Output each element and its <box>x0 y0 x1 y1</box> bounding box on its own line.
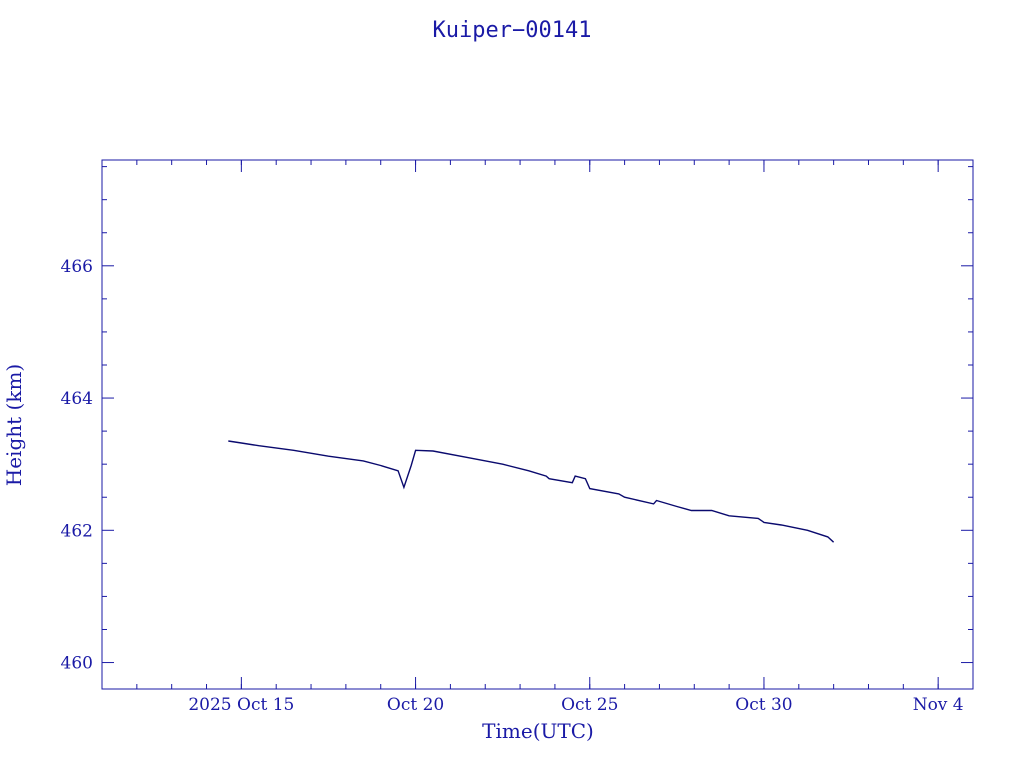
x-axis-tick-labels: 2025 Oct 15 Oct 20 Oct 25 Oct 30 Nov 4 <box>188 695 963 715</box>
y-axis-tick-labels: 460 462 464 466 <box>61 257 93 674</box>
x-tick-label: Oct 25 <box>561 695 618 715</box>
y-tick-label: 466 <box>61 257 93 277</box>
x-tick-label: Oct 30 <box>735 695 792 715</box>
x-axis-label: Time(UTC) <box>482 719 594 743</box>
chart-title: Kuiper−00141 <box>433 18 592 43</box>
x-axis-ticks <box>136 160 939 689</box>
y-axis-label: Height (km) <box>2 364 26 486</box>
y-tick-label: 460 <box>61 654 93 674</box>
x-tick-label: 2025 Oct 15 <box>188 695 294 715</box>
y-tick-label: 462 <box>61 521 93 541</box>
y-axis-ticks <box>102 166 973 664</box>
series-layer <box>228 440 835 543</box>
x-tick-label: Oct 20 <box>387 695 444 715</box>
x-tick-label: Nov 4 <box>913 695 964 715</box>
height-series-line <box>228 440 835 543</box>
plot-frame <box>101 159 974 690</box>
y-tick-label: 464 <box>61 389 93 409</box>
